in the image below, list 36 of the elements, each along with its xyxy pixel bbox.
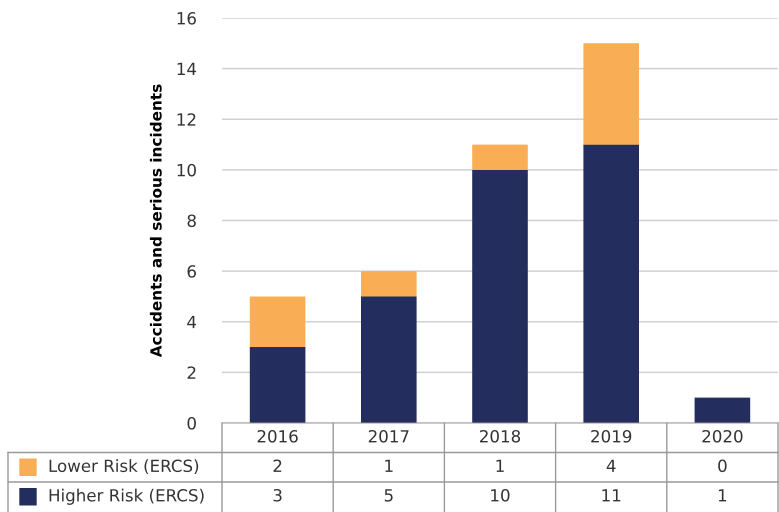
data-label: 10: [491, 488, 510, 502]
bar: [472, 144, 528, 170]
y-tick-label: 2: [188, 366, 196, 379]
data-label: 1: [385, 460, 393, 472]
legend-label: Lower Risk (ERCS): [50, 459, 198, 474]
legend-label: Higher Risk (ERCS): [50, 488, 204, 505]
y-tick-label: 16: [178, 12, 196, 25]
y-axis-title: Accidents and serious incidents: [150, 84, 162, 358]
data-label: 1: [496, 460, 504, 472]
y-tick-label: 8: [188, 214, 196, 228]
data-label: 0: [718, 459, 727, 472]
data-label: 3: [274, 488, 282, 502]
y-tick-label: 0: [187, 416, 196, 430]
bar: [250, 296, 306, 348]
bar: [583, 144, 639, 423]
x-tick-label: 2019: [591, 430, 632, 443]
bar: [361, 296, 417, 423]
data-label: 4: [606, 460, 616, 472]
bar: [361, 271, 417, 296]
y-tick-label: 12: [178, 113, 196, 126]
x-tick-label: 2017: [368, 430, 409, 443]
bar: [694, 398, 750, 423]
y-tick-label: 6: [188, 265, 196, 278]
bar: [583, 43, 639, 145]
x-tick-label: 2018: [480, 430, 520, 443]
bar: [472, 170, 528, 423]
y-tick-label: 10: [178, 164, 196, 176]
x-tick-label: 2020: [702, 430, 742, 443]
data-label: 5: [384, 489, 393, 502]
data-label: 11: [602, 489, 620, 502]
data-label: 2: [274, 459, 282, 472]
x-tick-label: 2016: [258, 430, 298, 443]
data-label: 1: [718, 489, 726, 502]
y-tick-label: 14: [178, 62, 196, 75]
bar: [250, 347, 306, 423]
y-tick-label: 4: [187, 316, 196, 328]
